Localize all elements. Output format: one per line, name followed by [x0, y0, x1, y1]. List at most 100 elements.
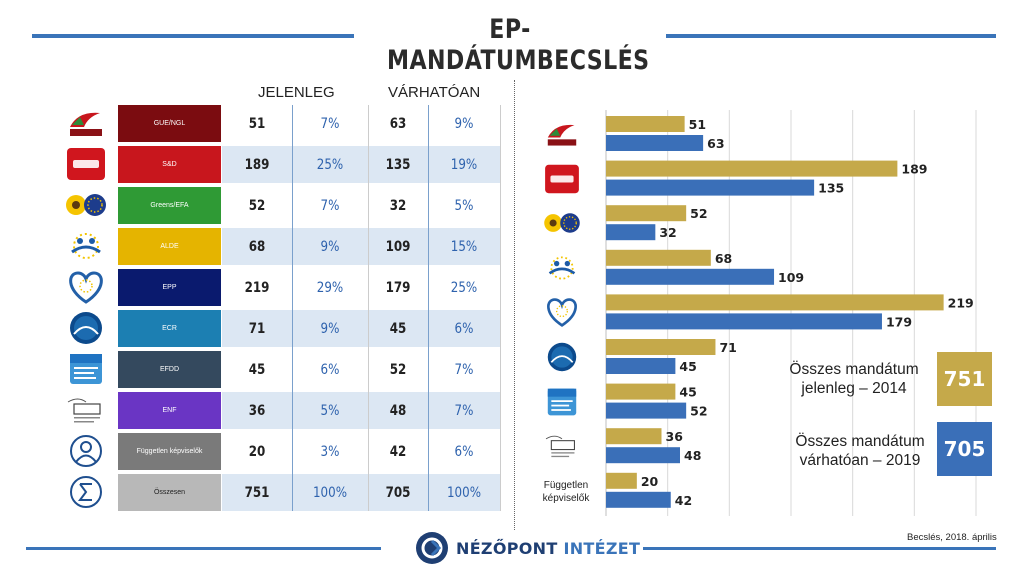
data-label: 42 [675, 493, 692, 508]
cell-current-pct: 7% [320, 115, 340, 132]
cell-current: 51 [248, 115, 266, 132]
party-name: ENF [118, 392, 221, 429]
cell-expected-pct: 7% [454, 402, 474, 419]
cell-background [292, 474, 368, 511]
footer-line-right [643, 547, 996, 550]
cell-current: 71 [248, 320, 266, 337]
table-row: Összesen 751 100% 705 100% [0, 474, 520, 515]
cell-background [368, 146, 428, 183]
cell-current: 45 [248, 361, 266, 378]
cell-background [292, 146, 368, 183]
bar-expected-6 [606, 402, 687, 419]
party-name: EFDD [118, 351, 221, 388]
efdd-logo-icon [64, 351, 108, 387]
cell-background [428, 105, 500, 142]
cell-background [222, 392, 292, 429]
cell-background [292, 433, 368, 470]
table-column-separator [428, 105, 429, 511]
table-row: EFDD 45 6% 52 7% [0, 351, 520, 392]
independents-chart-label: Független képviselők [542, 480, 590, 504]
data-label: 45 [679, 385, 696, 400]
cell-expected-pct: 15% [450, 238, 478, 255]
title-line-right [666, 34, 996, 38]
party-name: GUE/NGL [118, 105, 221, 142]
cell-background [368, 433, 428, 470]
table-column-separator [292, 105, 293, 511]
bar-current-1 [606, 160, 898, 177]
person-icon-icon [64, 433, 108, 469]
cell-background [428, 228, 500, 265]
cell-current-pct: 9% [320, 238, 340, 255]
cell-background [368, 228, 428, 265]
cell-background [292, 105, 368, 142]
table-row: GUE/NGL 51 7% 63 9% [0, 105, 520, 146]
cell-background [222, 310, 292, 347]
data-label: 36 [666, 429, 684, 444]
cell-background [428, 187, 500, 224]
data-label: 51 [689, 117, 706, 132]
cell-expected: 179 [385, 279, 411, 296]
table-row: ALDE 68 9% 109 15% [0, 228, 520, 269]
s-and-d-logo-icon [64, 146, 108, 182]
title-line-left [32, 34, 354, 38]
bar-current-7 [606, 428, 662, 445]
column-header-expected: VÁRHATÓAN [388, 84, 481, 101]
cell-current-pct: 7% [320, 197, 340, 214]
bar-current-6 [606, 383, 676, 400]
data-label: 219 [948, 295, 974, 310]
cell-current: 219 [244, 279, 270, 296]
chart-enf-logo-icon [540, 431, 584, 461]
cell-current: 52 [248, 197, 266, 214]
cell-background [428, 310, 500, 347]
data-label: 48 [684, 448, 701, 463]
bar-current-3 [606, 249, 711, 266]
cell-background [292, 187, 368, 224]
cell-current: 189 [244, 156, 270, 173]
cell-background [368, 269, 428, 306]
cell-background [292, 228, 368, 265]
footer-line-left [26, 547, 381, 550]
greens-efa-logo-icon [64, 187, 108, 223]
chart-greens-efa-logo-icon [540, 208, 584, 238]
brand-name: NÉZŐPONT INTÉZET [456, 539, 640, 558]
cell-background [368, 474, 428, 511]
bar-expected-0 [606, 135, 704, 151]
cell-expected: 135 [385, 156, 411, 173]
cell-background [368, 187, 428, 224]
party-name: Független képviselők [118, 433, 221, 470]
nezopont-logo-icon [416, 532, 448, 564]
bar-expected-1 [606, 179, 815, 196]
cell-expected: 109 [385, 238, 411, 255]
column-header-current: JELENLEG [258, 84, 335, 101]
chart-s-and-d-logo-icon [540, 164, 584, 194]
cell-current-pct: 25% [316, 156, 344, 173]
cell-expected-pct: 5% [454, 197, 474, 214]
cell-background [428, 392, 500, 429]
brand-main: NÉZŐPONT [456, 539, 558, 558]
cell-expected-pct: 19% [450, 156, 478, 173]
cell-expected-pct: 7% [454, 361, 474, 378]
cell-current: 68 [248, 238, 266, 255]
cell-background [368, 392, 428, 429]
cell-expected: 45 [389, 320, 407, 337]
cell-background [292, 310, 368, 347]
data-label: 52 [690, 206, 707, 221]
brand-accent: INTÉZET [563, 539, 641, 558]
table-column-separator [368, 105, 369, 511]
cell-background [428, 474, 500, 511]
total-current-label: Összes mandátum jelenleg – 2014 [789, 361, 919, 397]
party-name: ALDE [118, 228, 221, 265]
cell-background [368, 105, 428, 142]
table-row: ECR 71 9% 45 6% [0, 310, 520, 351]
data-label: 135 [818, 181, 844, 196]
cell-expected: 63 [389, 115, 407, 132]
chart-efdd-logo-icon [540, 387, 584, 417]
party-name: EPP [118, 269, 221, 306]
section-divider [514, 80, 515, 530]
cell-expected: 705 [385, 484, 411, 501]
party-name: S&D [118, 146, 221, 183]
data-label: 32 [659, 225, 676, 240]
cell-expected: 32 [389, 197, 407, 214]
cell-background [222, 146, 292, 183]
